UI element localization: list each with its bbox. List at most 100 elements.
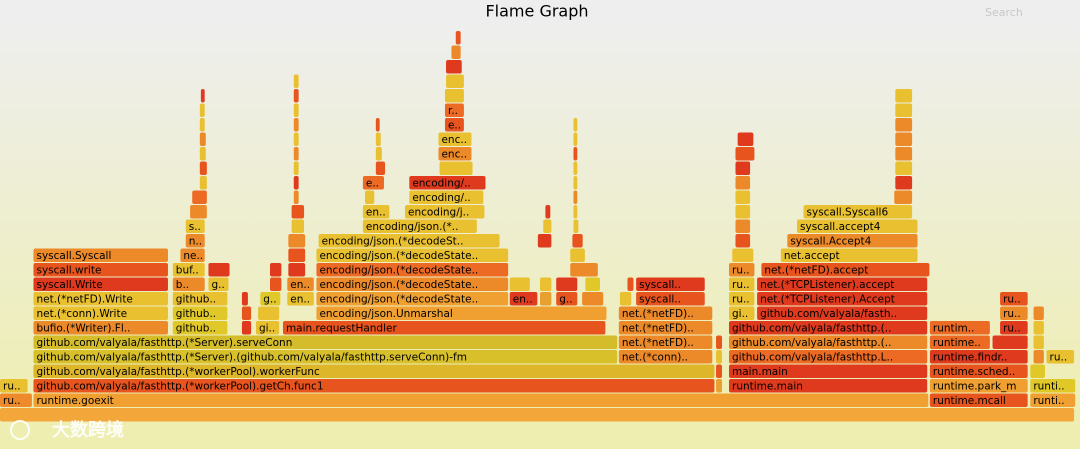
frame[interactable] <box>1030 364 1045 379</box>
frame[interactable]: en.. <box>509 292 538 306</box>
frame[interactable]: net.accept <box>780 248 918 263</box>
frame[interactable]: runtime.mcall <box>929 393 1028 408</box>
frame[interactable]: gi.. <box>729 306 755 321</box>
frame[interactable] <box>288 248 306 263</box>
frame[interactable]: github.. <box>172 306 228 321</box>
frame[interactable] <box>258 306 280 321</box>
frame[interactable]: e.. <box>444 118 464 132</box>
frame[interactable]: github.com/valyala/fasthttp.(*workerPool… <box>33 379 715 393</box>
frame[interactable]: net.(*conn).. <box>618 350 713 364</box>
frame[interactable] <box>716 335 723 350</box>
frame[interactable] <box>1033 306 1044 321</box>
frame[interactable] <box>293 103 299 118</box>
frame[interactable]: net.(*conn).Write <box>33 306 168 321</box>
frame[interactable]: syscall.Accept4 <box>787 234 918 248</box>
frame[interactable] <box>190 205 207 219</box>
frame[interactable] <box>293 190 299 205</box>
search-button[interactable]: Search <box>985 6 1023 19</box>
frame[interactable]: net.(*netFD).. <box>618 306 713 321</box>
frame[interactable] <box>446 74 464 89</box>
frame[interactable]: net.(*netFD).accept <box>761 263 930 277</box>
frame[interactable] <box>894 190 913 205</box>
frame[interactable] <box>446 60 462 74</box>
frame[interactable]: encoding/.. <box>409 176 486 190</box>
frame[interactable] <box>573 190 578 205</box>
frame[interactable]: github.com/valyala/fasthttp.(.. <box>729 321 928 335</box>
frame[interactable] <box>509 277 530 292</box>
frame[interactable]: net.(*TCPListener).Accept <box>757 292 928 306</box>
frame[interactable]: r.. <box>444 103 464 118</box>
frame[interactable]: main.main <box>729 364 928 379</box>
frame[interactable]: github.com/valyala/fasthttp.(*workerPool… <box>33 364 715 379</box>
frame[interactable]: syscall.write <box>33 263 168 277</box>
frame[interactable] <box>895 118 913 132</box>
frame[interactable]: ru.. <box>1046 350 1075 364</box>
frame[interactable] <box>291 205 305 219</box>
frame[interactable]: runti.. <box>1030 379 1076 393</box>
frame[interactable] <box>241 292 248 306</box>
frame[interactable] <box>573 147 578 161</box>
frame[interactable] <box>573 176 578 190</box>
frame[interactable]: net.(*netFD).. <box>618 335 713 350</box>
frame[interactable] <box>439 161 473 176</box>
frame[interactable]: g.. <box>208 277 229 292</box>
frame[interactable]: s.. <box>185 219 205 234</box>
frame[interactable] <box>200 89 205 103</box>
frame[interactable]: github.com/valyala/fasthttp.L.. <box>729 350 928 364</box>
frame[interactable] <box>293 147 299 161</box>
frame[interactable] <box>199 161 207 176</box>
frame[interactable] <box>199 132 206 147</box>
frame[interactable]: encoding/json.Unmarshal <box>316 306 607 321</box>
frame[interactable]: runtime.. <box>929 335 990 350</box>
frame[interactable] <box>375 132 381 147</box>
frame[interactable] <box>365 190 375 205</box>
frame[interactable] <box>1033 321 1044 335</box>
frame[interactable]: syscall.accept4 <box>797 219 918 234</box>
frame[interactable] <box>1033 350 1044 364</box>
frame[interactable] <box>270 277 282 292</box>
frame[interactable]: ru.. <box>1000 306 1028 321</box>
frame[interactable]: bufio.(*Writer).Fl.. <box>33 321 168 335</box>
frame[interactable] <box>570 248 585 263</box>
frame[interactable] <box>543 219 552 234</box>
frame[interactable]: main.requestHandler <box>282 321 606 335</box>
frame[interactable] <box>540 277 552 292</box>
frame[interactable] <box>199 118 205 132</box>
frame[interactable]: syscall.. <box>636 292 705 306</box>
frame[interactable] <box>735 190 751 205</box>
frame[interactable]: github.. <box>172 292 228 306</box>
frame[interactable]: encoding/j.. <box>405 205 485 219</box>
frame[interactable] <box>582 292 604 306</box>
frame[interactable]: buf.. <box>172 263 205 277</box>
frame[interactable]: g.. <box>556 292 578 306</box>
frame[interactable]: syscall.Syscall <box>33 248 168 263</box>
frame[interactable]: github.com/valyala/fasthttp.(*Server).(g… <box>33 350 618 364</box>
frame[interactable]: b.. <box>172 277 205 292</box>
frame[interactable] <box>735 176 751 190</box>
frame[interactable] <box>570 263 598 277</box>
frame[interactable]: en.. <box>287 277 314 292</box>
frame[interactable] <box>293 176 299 190</box>
frame[interactable] <box>444 89 464 103</box>
frame[interactable] <box>573 219 579 234</box>
frame[interactable]: ne.. <box>180 248 205 263</box>
frame[interactable]: encoding/json.(*decodeState.. <box>316 248 509 263</box>
frame[interactable] <box>716 350 723 364</box>
frame[interactable] <box>737 132 754 147</box>
frame[interactable] <box>619 292 632 306</box>
frame[interactable] <box>199 147 206 161</box>
frame[interactable]: runtime.sched.. <box>929 364 1028 379</box>
frame[interactable]: encoding/json.(*decodeSt.. <box>318 234 500 248</box>
frame[interactable]: en.. <box>287 292 314 306</box>
frame[interactable]: syscall.. <box>636 277 705 292</box>
frame[interactable]: github.. <box>172 321 228 335</box>
frame[interactable]: en.. <box>362 205 390 219</box>
frame[interactable] <box>293 74 299 89</box>
frame[interactable] <box>735 234 751 248</box>
frame[interactable] <box>291 219 305 234</box>
frame[interactable]: ru.. <box>0 393 32 408</box>
frame[interactable] <box>241 306 252 321</box>
frame[interactable]: github.com/valyala/fasth.. <box>757 306 928 321</box>
frame[interactable]: encoding/.. <box>409 190 484 205</box>
frame[interactable] <box>293 118 299 132</box>
